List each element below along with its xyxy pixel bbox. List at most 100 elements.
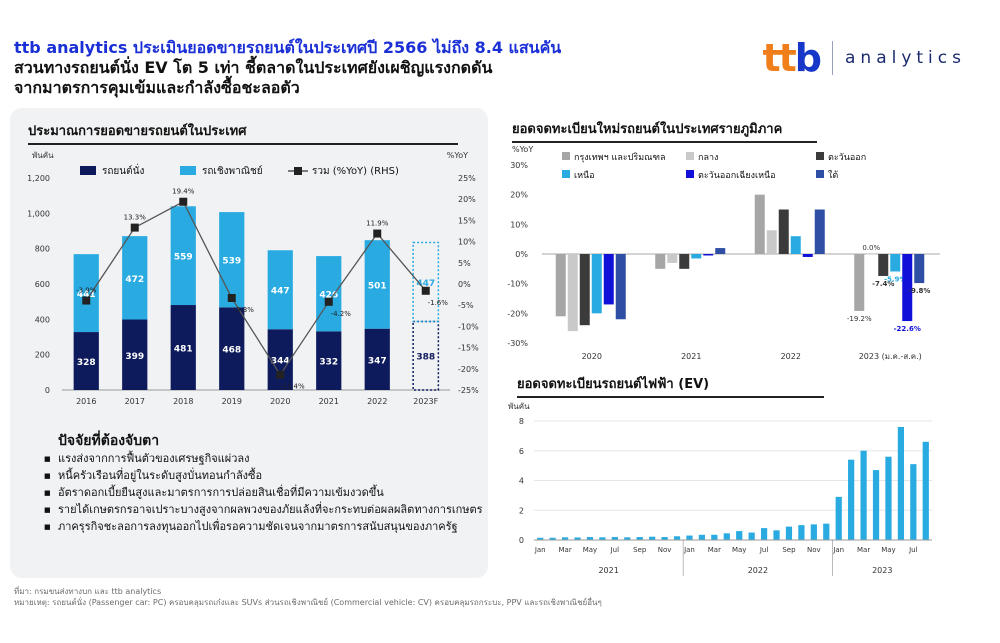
bar-region — [766, 230, 777, 254]
ev-bar — [711, 534, 718, 540]
ev-bar — [897, 426, 905, 540]
x-tick-label: 2017 — [125, 397, 145, 406]
logo-text: analytics — [845, 48, 966, 68]
x-tick-label: 2019 — [222, 397, 242, 406]
ev-bar — [922, 441, 929, 540]
legend-label: ตะวันออกเฉียงเหนือ — [698, 170, 776, 181]
ev-bar — [885, 456, 892, 540]
bar-value-label: -5.9% — [884, 276, 906, 284]
ev-bar — [599, 537, 606, 540]
x-tick-label: May — [583, 546, 597, 554]
x-tick-label: Mar — [857, 546, 870, 554]
factor-item: หนี้ครัวเรือนที่อยู่ในระดับสูงบั่นทอนกำล… — [44, 469, 484, 483]
y-tick-label: -10% — [507, 280, 528, 289]
bar-value-label: 344 — [271, 357, 290, 367]
ev-bar — [785, 526, 793, 540]
bar-commercial — [219, 212, 245, 308]
x-tick-label: Sep — [633, 546, 647, 554]
y2-tick-label: 15% — [458, 216, 476, 225]
bar-commercial — [364, 240, 390, 329]
y-tick-label: 400 — [35, 315, 50, 324]
ev-bar — [698, 534, 706, 540]
legend-label: กรุงเทพฯ และปริมณฑล — [574, 152, 666, 163]
ev-bar — [823, 523, 830, 540]
x-tick-label: May — [732, 546, 746, 554]
y-tick-label: 20% — [510, 191, 528, 200]
yoy-line — [85, 200, 427, 376]
ttb-analytics-logo: ttb analytics — [762, 36, 966, 80]
y-tick-label: 10% — [510, 220, 528, 229]
remark-note: หมายเหตุ: รถยนต์นั่ง (Passenger car: PC)… — [14, 598, 602, 607]
x-tick-label: 2022 — [781, 352, 801, 361]
bar-passenger — [219, 307, 245, 390]
x-tick-label: May — [881, 546, 895, 554]
ev-bar — [686, 535, 693, 540]
bar-value-label: 0.0% — [862, 244, 880, 252]
ev-bar — [624, 537, 631, 540]
yoy-value-label: -3.9% — [76, 287, 97, 295]
sales-forecast-chart: พันคัน %YoY 0 200 400 600 800 1,000 1,200 -25% -20… — [27, 151, 479, 406]
y2-tick-label: 0% — [458, 280, 471, 289]
ev-bar — [748, 532, 755, 540]
legend-label: กลาง — [698, 153, 718, 163]
x-tick-label: Nov — [807, 546, 821, 554]
ev-bar — [537, 537, 544, 540]
yoy-value-label: -4.2% — [331, 310, 352, 318]
ev-bar — [673, 536, 681, 540]
x-tick-label: Mar — [708, 546, 721, 554]
y2-tick-label: -20% — [458, 365, 479, 374]
x-tick-label: Sep — [782, 546, 796, 554]
headline-line-3: จากมาตรการคุมเข้มและกำลังซื้อชะลอตัว — [14, 78, 300, 97]
bar-value-label: 481 — [174, 345, 193, 355]
x-tick-label: 2020 — [582, 352, 602, 361]
ttb-logo-mark: ttb — [762, 36, 822, 80]
y2-tick-label: 25% — [458, 174, 476, 183]
headline-line-1: ttb analytics ประเมินยอดขายรถยนต์ในประเท… — [14, 38, 562, 57]
y2-tick-label: 20% — [458, 195, 476, 204]
bar-region — [790, 236, 801, 254]
source-note: ที่มา: กรมขนส่งทางบก และ ttb analytics — [14, 587, 162, 596]
bar-region — [802, 254, 813, 257]
legend-swatch — [816, 170, 824, 178]
footnote: ที่มา: กรมขนส่งทางบก และ ttb analytics ห… — [14, 586, 602, 608]
y-tick-label: 200 — [35, 351, 50, 360]
y-tick-label: 2 — [519, 506, 524, 515]
bar-value-label: 388 — [416, 353, 435, 363]
y2-tick-label: -15% — [458, 344, 479, 353]
yoy-value-label: 13.3% — [124, 214, 147, 222]
bar-value-label: 447 — [271, 287, 290, 297]
y2-tick-label: 10% — [458, 238, 476, 247]
x-tick-label: Jan — [534, 546, 546, 554]
bar-value-label: -7.4% — [872, 280, 894, 288]
legend-swatch — [686, 170, 694, 178]
bar-commercial — [73, 254, 99, 333]
y-tick-label: 600 — [35, 280, 50, 289]
y-tick-label: 0 — [519, 536, 524, 545]
headline: ttb analytics ประเมินยอดขายรถยนต์ในประเท… — [14, 38, 664, 98]
ev-bar — [736, 531, 743, 540]
yoy-value-label: -3.3% — [234, 306, 255, 314]
yoy-marker — [227, 293, 236, 302]
y-tick-label: -20% — [507, 309, 528, 318]
yoy-marker — [179, 197, 188, 206]
x-tick-label: 2021 — [319, 397, 339, 406]
factor-item: แรงส่งจากการฟื้นตัวของเศรษฐกิจแผ่วลง — [44, 452, 484, 466]
bar-value-label: -9.8% — [908, 287, 930, 295]
ev-bar — [574, 537, 581, 540]
yoy-marker — [324, 297, 333, 306]
factors-title: ปัจจัยที่ต้องจับตา — [58, 433, 160, 449]
legend-swatch — [180, 166, 196, 175]
bar-region — [591, 254, 602, 314]
y-tick-label: 1,200 — [27, 174, 50, 183]
regional-chart-title: ยอดจดทะเบียนใหม่รถยนต์ในประเทศรายภูมิภาค — [512, 118, 817, 143]
factors-list: แรงส่งจากการฟื้นตัวของเศรษฐกิจแผ่วลง หนี… — [44, 452, 484, 537]
bar-region — [691, 254, 702, 259]
bar-passenger — [122, 319, 148, 390]
x-tick-label: Nov — [658, 546, 672, 554]
legend-label: รถเชิงพาณิชย์ — [202, 165, 263, 177]
bar-region — [679, 254, 690, 269]
bar-value-label: 328 — [77, 358, 96, 368]
x-tick-label: 2018 — [173, 397, 193, 406]
ev-bar — [872, 470, 880, 540]
bar-value-label: -19.2% — [847, 315, 872, 323]
